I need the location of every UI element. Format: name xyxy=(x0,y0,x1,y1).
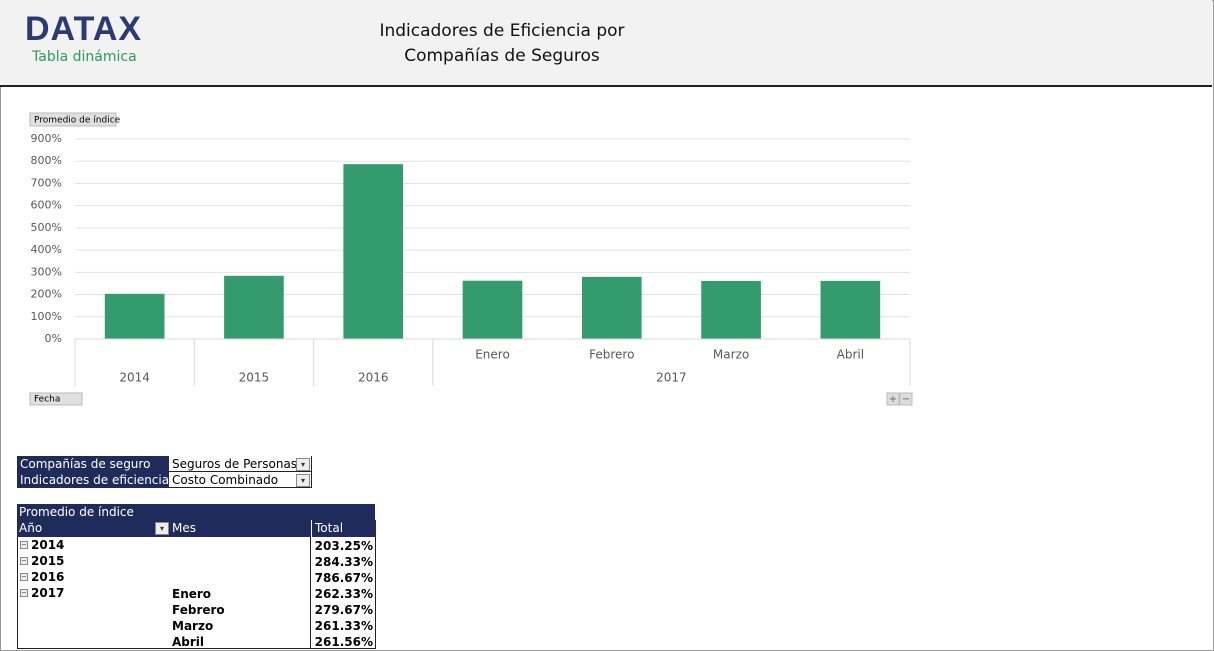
row-total: 261.56% xyxy=(314,635,373,649)
zoom-button-label: + xyxy=(889,394,897,405)
y-tick-label: 900% xyxy=(31,132,62,145)
filter-button[interactable]: − xyxy=(20,573,28,581)
filter-label: Indicadores de eficiencia xyxy=(17,472,169,488)
filter-button[interactable]: ▾ xyxy=(296,458,310,471)
y-tick-label: 600% xyxy=(31,199,62,212)
logo-subtitle: Tabla dinámica xyxy=(32,49,137,65)
column-header: Total xyxy=(311,520,376,537)
logo: DATAX xyxy=(25,10,143,48)
zoom-button-label: − xyxy=(902,394,910,405)
filter-value: Costo Combinado xyxy=(169,472,312,488)
row-year: 2017 xyxy=(31,586,65,600)
y-tick-label: 200% xyxy=(31,288,62,301)
chart: Promedio de índice 0% 100% 200% 300% 400% 500%… xyxy=(29,112,913,406)
x-group-label: 2014 xyxy=(119,371,150,385)
row-total: 262.33% xyxy=(314,587,373,601)
filter-button[interactable]: ▾ xyxy=(155,522,169,535)
y-tick-label: 0% xyxy=(45,332,62,345)
filter-label: Compañías de seguro xyxy=(17,456,169,472)
zoom-button[interactable] xyxy=(899,392,913,406)
field-button[interactable] xyxy=(29,392,83,406)
row-total: 284.33% xyxy=(314,555,373,569)
row-month: Febrero xyxy=(172,603,225,617)
column-header: Mes xyxy=(172,520,272,537)
row-year: 2016 xyxy=(31,570,65,584)
x-tick-label: Enero xyxy=(475,348,510,362)
y-tick-label: 300% xyxy=(31,265,62,278)
filter-value: Seguros de Personas xyxy=(169,456,312,472)
y-tick-label: 700% xyxy=(31,176,62,189)
row-month: Marzo xyxy=(172,619,214,633)
y-tick-label: 500% xyxy=(31,221,62,234)
pivot-header xyxy=(311,504,375,520)
field-button-label: Fecha xyxy=(34,395,60,405)
x-group-label: 2017 xyxy=(656,371,687,385)
bar xyxy=(343,164,404,339)
x-group-label: 2015 xyxy=(239,371,270,385)
title: Indicadores de Eficiencia por xyxy=(379,21,625,41)
x-tick-label: Marzo xyxy=(713,348,749,362)
filter-button[interactable]: − xyxy=(20,589,28,597)
table-border xyxy=(310,537,311,649)
x-tick-label: Abril xyxy=(837,348,864,362)
row-total: 203.25% xyxy=(314,539,373,553)
table-border xyxy=(17,537,376,649)
bar xyxy=(581,276,642,339)
bar xyxy=(701,280,761,339)
zoom-button[interactable] xyxy=(886,392,900,406)
pivot-header: Promedio de índice xyxy=(17,504,311,520)
header: DATAX Tabla dinámica Indicadores de Efic… xyxy=(0,0,1212,87)
bar xyxy=(820,280,881,339)
filter-button[interactable]: − xyxy=(20,557,28,565)
row-total: 279.67% xyxy=(314,603,373,617)
bar xyxy=(224,275,284,339)
y-tick-label: 100% xyxy=(31,310,62,323)
row-total: 786.67% xyxy=(314,571,373,585)
row-month: Abril xyxy=(172,635,205,649)
row-year: 2015 xyxy=(31,554,65,568)
field-button[interactable] xyxy=(29,112,117,127)
row-year: 2014 xyxy=(31,538,65,552)
filter-button[interactable]: − xyxy=(20,541,28,549)
x-tick-label: Febrero xyxy=(589,348,634,362)
filter-button[interactable]: ▾ xyxy=(296,474,310,487)
title: Compañías de Seguros xyxy=(404,46,600,66)
bar xyxy=(462,280,523,339)
field-button-label: Promedio de índice xyxy=(34,116,121,126)
row-month: Enero xyxy=(172,587,212,601)
y-tick-label: 800% xyxy=(31,154,62,167)
y-tick-label: 400% xyxy=(31,243,62,256)
x-group-label: 2016 xyxy=(358,371,389,385)
bar xyxy=(104,293,165,339)
row-total: 261.33% xyxy=(314,619,373,633)
